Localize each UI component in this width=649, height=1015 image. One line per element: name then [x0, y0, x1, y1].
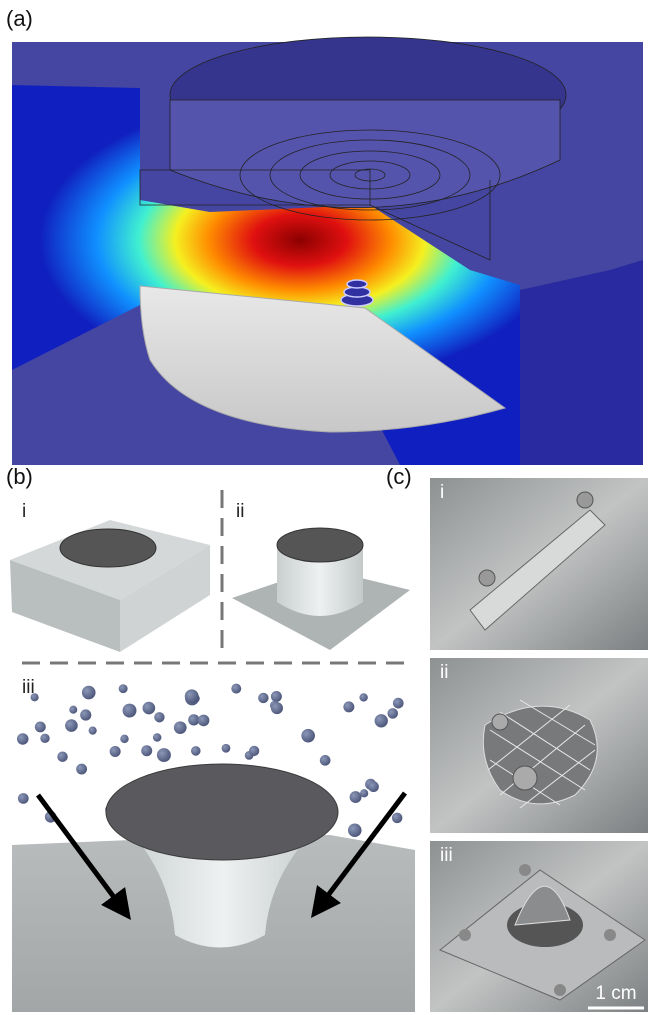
scale-bar-label: 1 cm	[595, 983, 636, 1004]
particle	[16, 733, 29, 745]
particle	[142, 701, 156, 715]
particle	[188, 714, 200, 726]
particle	[258, 692, 269, 704]
particle	[359, 789, 369, 798]
nozzle	[340, 279, 374, 307]
particle	[392, 697, 404, 709]
particle	[34, 721, 46, 733]
particle	[349, 791, 362, 804]
photo-i: i	[430, 478, 648, 650]
spiral-structure	[139, 129, 501, 261]
particle	[173, 721, 187, 735]
wall	[520, 260, 643, 465]
subpanel-label: ii	[236, 501, 244, 522]
particle	[368, 781, 379, 793]
particle	[141, 745, 153, 757]
particle	[221, 743, 231, 753]
panel-a: (a)	[6, 6, 643, 465]
panel-b: (b) i ii iii	[6, 464, 415, 1012]
subpanel-label: iii	[22, 677, 35, 698]
particle	[190, 746, 201, 756]
cylinder-on-plane	[232, 527, 410, 650]
particle	[118, 684, 128, 694]
particle	[301, 728, 315, 743]
particle	[387, 708, 398, 719]
particle	[109, 745, 121, 758]
subpanel-label: i	[22, 501, 26, 522]
particle	[65, 719, 78, 732]
particle	[81, 685, 96, 700]
particle	[154, 712, 165, 723]
particle	[184, 689, 199, 704]
particle	[88, 726, 97, 735]
particle	[17, 793, 29, 804]
panel-label: (c)	[386, 464, 412, 489]
particle	[270, 702, 283, 715]
particle	[347, 823, 362, 838]
chamber-wall	[169, 99, 561, 209]
particle	[122, 703, 137, 718]
panel-label: (a)	[6, 6, 33, 31]
subpanel-label: ii	[440, 662, 448, 683]
particle	[152, 733, 162, 742]
particle	[231, 683, 242, 694]
funnel-scene	[12, 683, 415, 1012]
particle	[391, 812, 403, 824]
particle	[80, 709, 92, 721]
particle	[156, 748, 171, 763]
particle	[270, 690, 282, 702]
subpanel-label: iii	[440, 845, 453, 866]
particle	[343, 701, 355, 713]
particle	[120, 734, 129, 744]
panel-c: (c) i ii iii 1 cm	[386, 464, 648, 1012]
subpanel-label: i	[440, 482, 444, 503]
grey-disk	[139, 285, 507, 433]
particle	[76, 763, 88, 775]
panel-label: (b)	[6, 464, 33, 489]
particle	[319, 755, 331, 766]
photo-ii: ii	[430, 658, 648, 833]
particle	[249, 745, 260, 757]
particle	[359, 693, 368, 702]
photo-iii: iii 1 cm	[430, 841, 648, 1012]
block-with-disk	[10, 520, 210, 652]
particle	[40, 733, 50, 744]
particle	[57, 751, 68, 762]
particle	[69, 705, 78, 714]
particle	[374, 714, 388, 728]
particle	[197, 714, 210, 727]
particle	[30, 693, 39, 702]
